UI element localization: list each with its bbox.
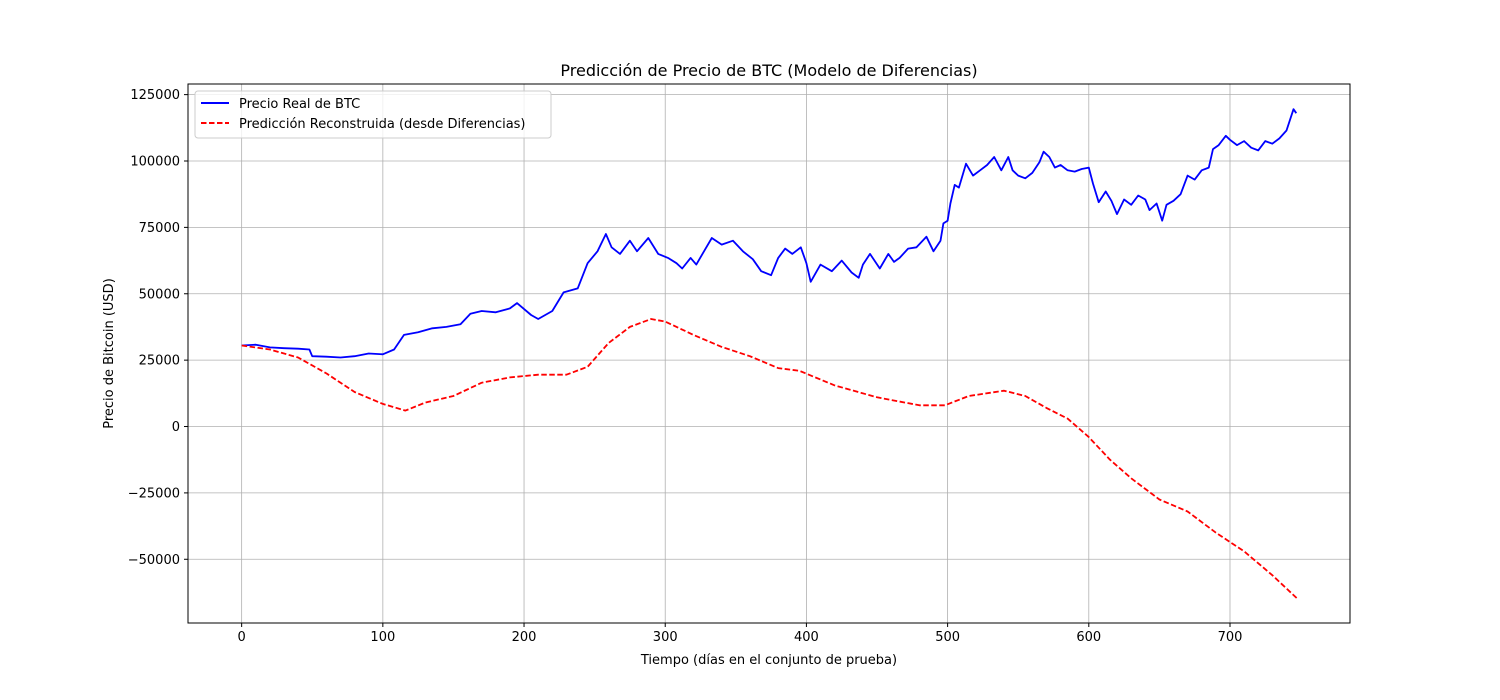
y-tick-label: 25000 bbox=[139, 354, 180, 369]
y-axis-label: Precio de Bitcoin (USD) bbox=[102, 278, 117, 429]
legend: Precio Real de BTC Predicción Reconstrui… bbox=[194, 90, 552, 139]
x-tick-label: 100 bbox=[370, 630, 395, 645]
series-line-actual bbox=[241, 108, 1298, 359]
x-axis-label: Tiempo (días en el conjunto de prueba) bbox=[640, 653, 897, 668]
y-tick-label: 100000 bbox=[130, 155, 180, 170]
plot-area-frame bbox=[187, 83, 1351, 624]
series-line-prediction bbox=[241, 318, 1299, 600]
x-tick-label: 0 bbox=[238, 630, 246, 645]
series-layer bbox=[241, 108, 1299, 600]
y-tick-label: −25000 bbox=[128, 486, 180, 501]
y-tick-label: 125000 bbox=[130, 88, 180, 103]
chart-title: Predicción de Precio de BTC (Modelo de D… bbox=[560, 61, 977, 80]
legend-label-actual: Precio Real de BTC bbox=[239, 97, 360, 112]
x-tick-label: 300 bbox=[653, 630, 678, 645]
grid bbox=[188, 84, 1350, 623]
x-tick-label: 500 bbox=[935, 630, 960, 645]
x-tick-label: 200 bbox=[512, 630, 537, 645]
x-tick-label: 600 bbox=[1076, 630, 1101, 645]
legend-label-prediction: Predicción Reconstruida (desde Diferenci… bbox=[239, 117, 526, 132]
y-tick-label: 50000 bbox=[139, 287, 180, 302]
y-tick-label: 75000 bbox=[139, 221, 180, 236]
legend-box bbox=[194, 90, 552, 139]
y-tick-label: −50000 bbox=[128, 553, 180, 568]
x-tick-label: 700 bbox=[1218, 630, 1243, 645]
ticks: 0 100 200 300 400 500 600 700 −50000 −25000 0 25000… bbox=[128, 88, 1243, 645]
x-tick-label: 400 bbox=[794, 630, 819, 645]
y-tick-label: 0 bbox=[172, 420, 180, 435]
